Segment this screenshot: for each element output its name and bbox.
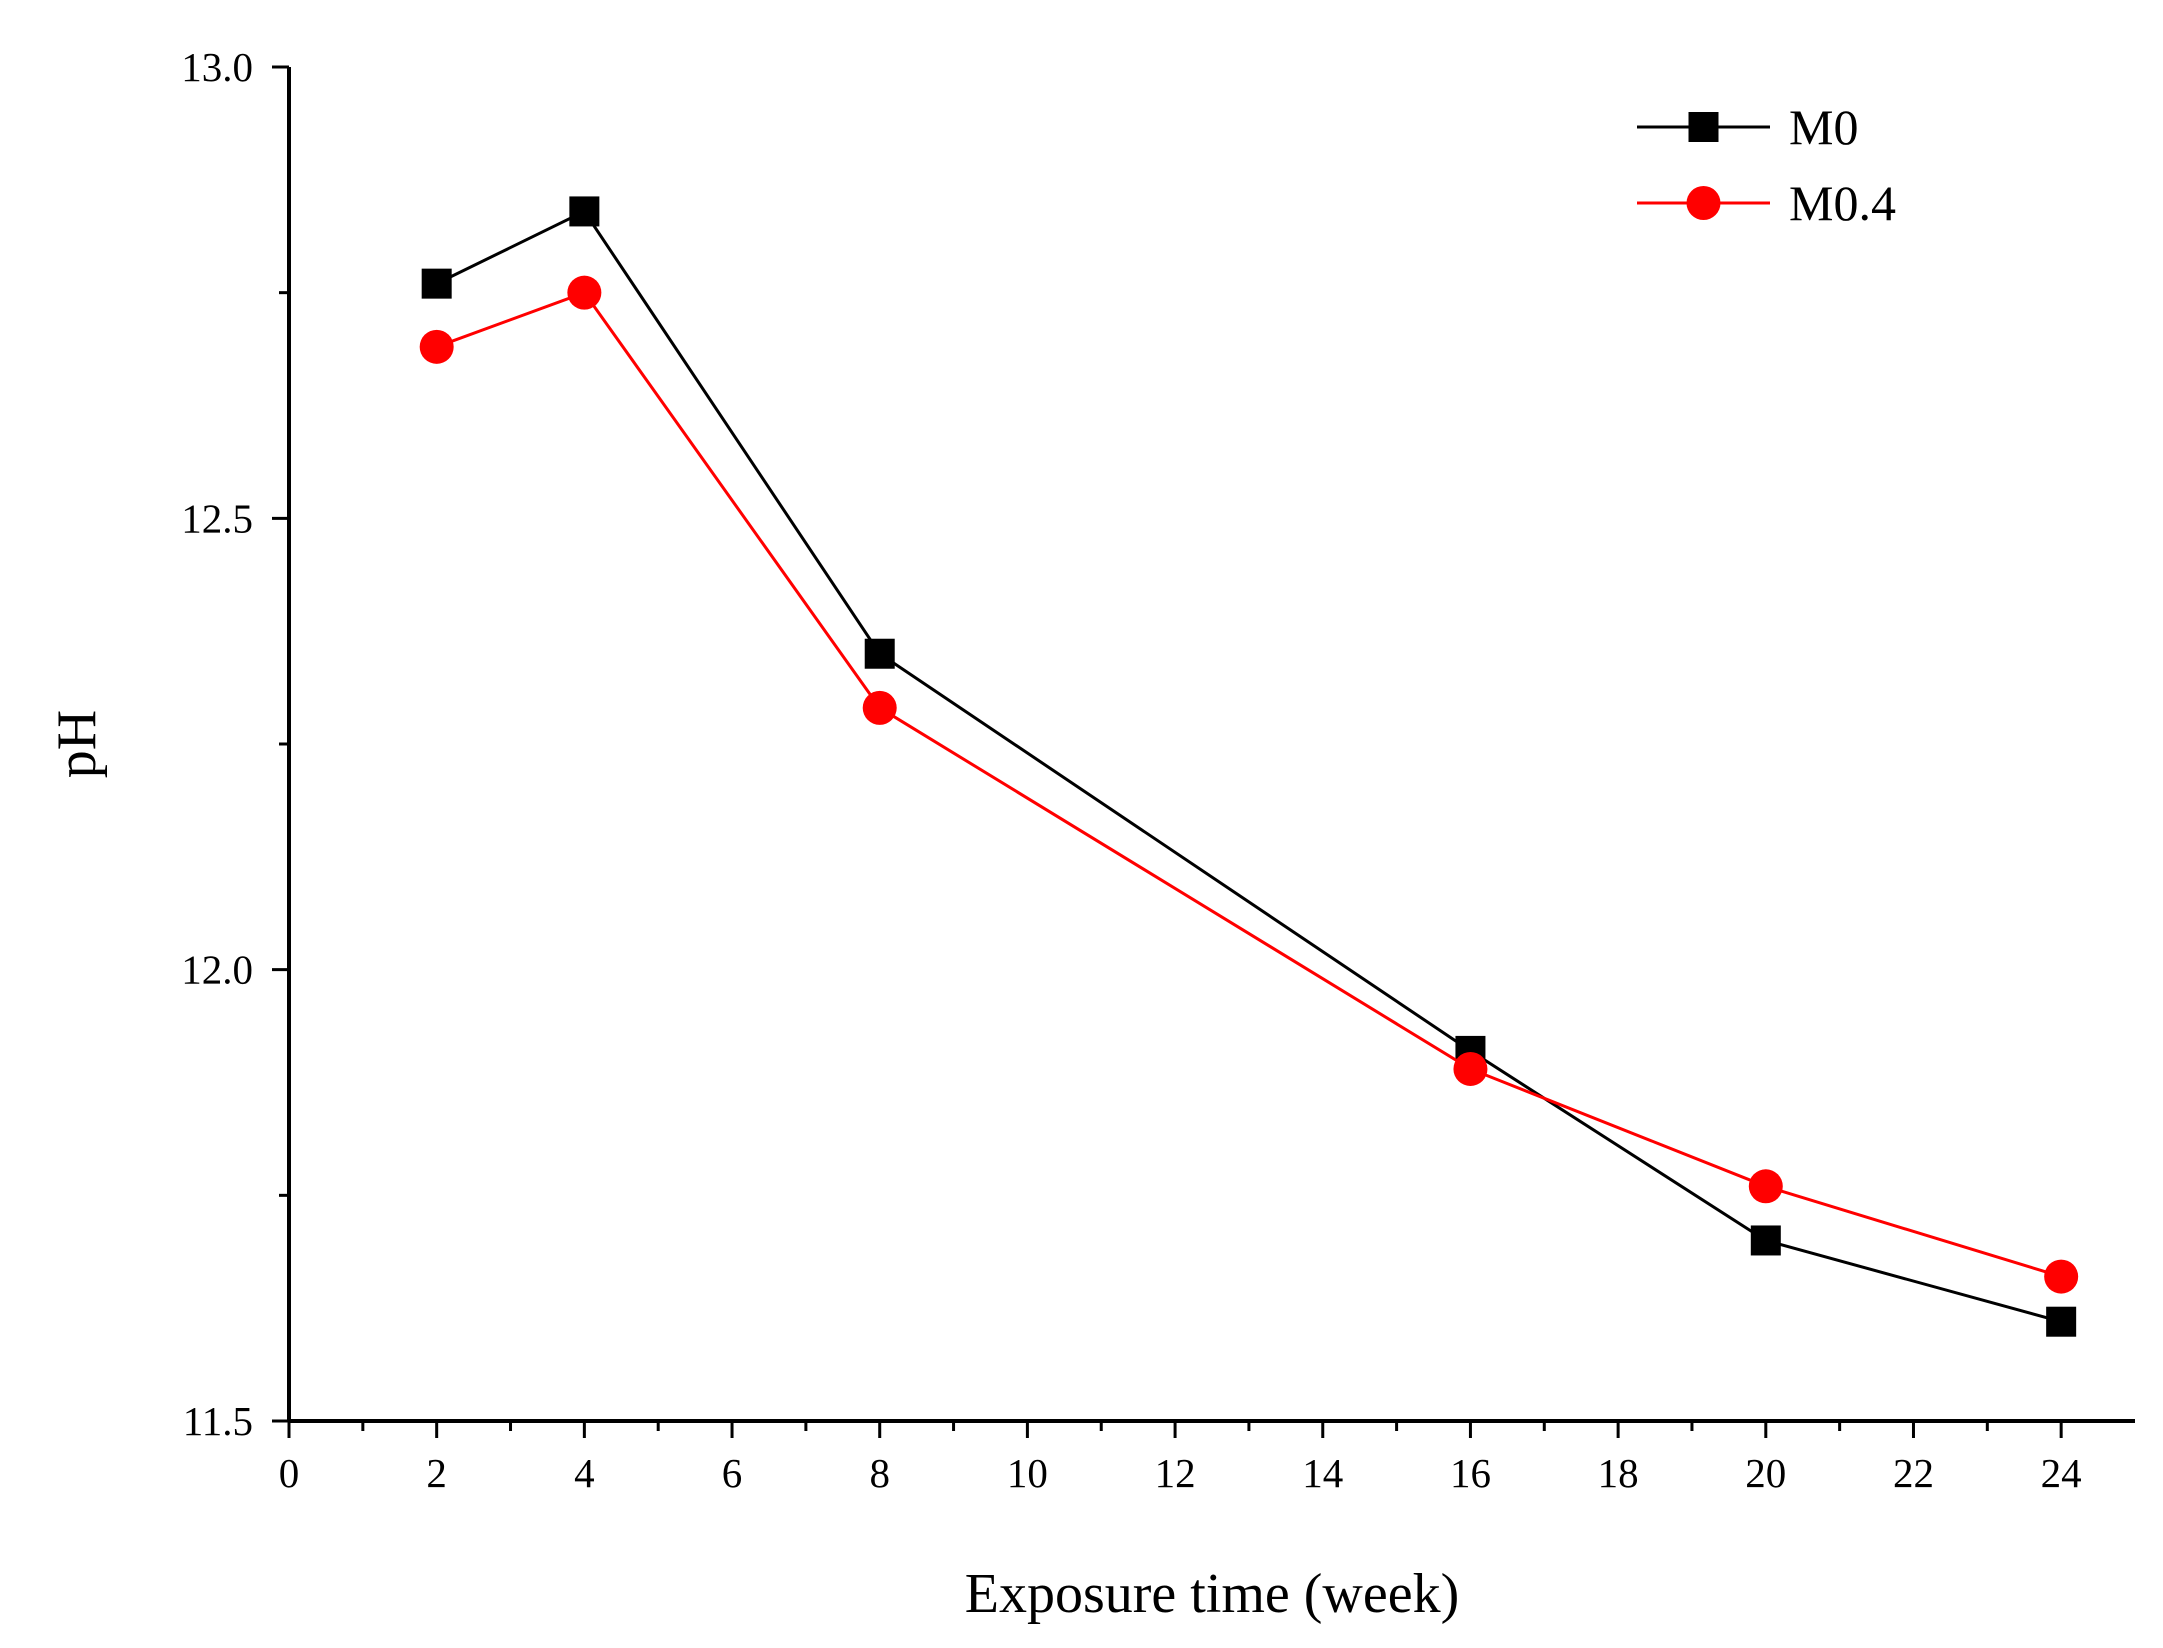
x-tick-label: 4 xyxy=(574,1450,595,1496)
y-tick-label: 12.5 xyxy=(181,495,253,541)
legend: M0 M0.4 xyxy=(1637,99,1896,231)
x-tick-label: 20 xyxy=(1745,1450,1786,1496)
x-tick-label: 12 xyxy=(1155,1450,1196,1496)
data-point xyxy=(864,638,895,669)
data-point xyxy=(2044,1259,2079,1294)
series-line xyxy=(436,209,2062,1324)
data-point xyxy=(1748,1169,1783,1204)
x-tick-label: 22 xyxy=(1893,1450,1934,1496)
x-tick-label: 16 xyxy=(1450,1450,1491,1496)
data-point xyxy=(862,690,897,725)
x-tick-label: 6 xyxy=(722,1450,743,1496)
y-tick-label: 12.0 xyxy=(181,947,253,993)
legend-item: M0.4 xyxy=(1637,175,1896,231)
x-tick-label: 10 xyxy=(1007,1450,1048,1496)
legend-label: M0.4 xyxy=(1789,175,1896,231)
x-tick-label: 24 xyxy=(2041,1450,2082,1496)
x-tick-label: 2 xyxy=(426,1450,447,1496)
y-axis-title: pH xyxy=(46,710,108,778)
data-point xyxy=(1750,1225,1781,1256)
x-axis-title: Exposure time (week) xyxy=(965,1563,1459,1625)
x-tick-label: 14 xyxy=(1302,1450,1343,1496)
y-tick-label: 13.0 xyxy=(181,44,253,90)
x-tick-label: 8 xyxy=(869,1450,890,1496)
series-layer xyxy=(419,196,2079,1337)
legend-label: M0 xyxy=(1789,99,1858,155)
data-point xyxy=(2046,1306,2077,1337)
y-tick-label: 11.5 xyxy=(183,1398,253,1444)
series-line xyxy=(436,290,2062,1279)
data-point xyxy=(421,268,452,299)
data-point xyxy=(569,196,600,227)
series-M0.4 xyxy=(419,275,2079,1294)
data-point xyxy=(567,275,602,310)
series-M0 xyxy=(421,196,2077,1337)
legend-marker xyxy=(1688,112,1719,142)
x-tick-label: 0 xyxy=(279,1450,300,1496)
legend-item: M0 xyxy=(1637,99,1858,155)
x-tick-label: 18 xyxy=(1598,1450,1639,1496)
data-point xyxy=(419,329,454,364)
data-point xyxy=(1453,1051,1488,1086)
legend-marker xyxy=(1686,186,1721,220)
